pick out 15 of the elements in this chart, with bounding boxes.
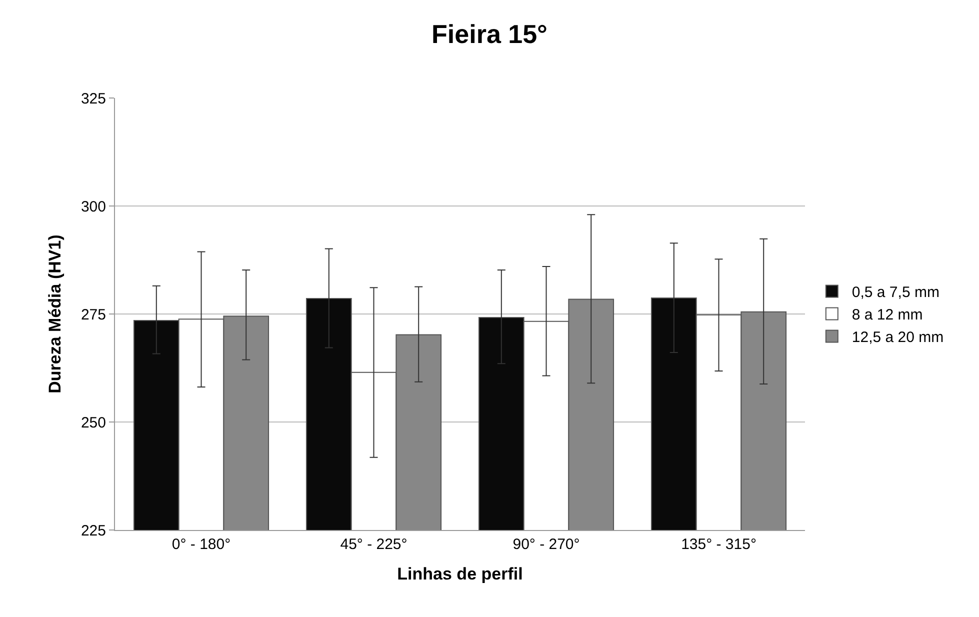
x-axis-title: Linhas de perfil bbox=[397, 564, 523, 584]
x-tick-label: 135° - 315° bbox=[681, 536, 756, 553]
legend-label: 0,5 a 7,5 mm bbox=[852, 284, 940, 302]
y-tick-label: 250 bbox=[80, 414, 106, 432]
x-tick-label: 0° - 180° bbox=[172, 536, 231, 553]
y-axis-title: Dureza Média (HV1) bbox=[46, 234, 65, 394]
y-tick-label: 325 bbox=[80, 90, 106, 108]
chart-title: Fieira 15° bbox=[432, 18, 548, 49]
y-tick-label: 300 bbox=[80, 198, 106, 216]
x-tick-label: 90° - 270° bbox=[512, 536, 580, 553]
y-tick-label: 275 bbox=[80, 306, 106, 324]
y-tick-label: 225 bbox=[80, 522, 106, 540]
legend-label: 12,5 a 20 mm bbox=[852, 329, 944, 346]
legend-label: 8 a 12 mm bbox=[852, 306, 923, 324]
x-tick-label: 45° - 225° bbox=[340, 536, 408, 553]
